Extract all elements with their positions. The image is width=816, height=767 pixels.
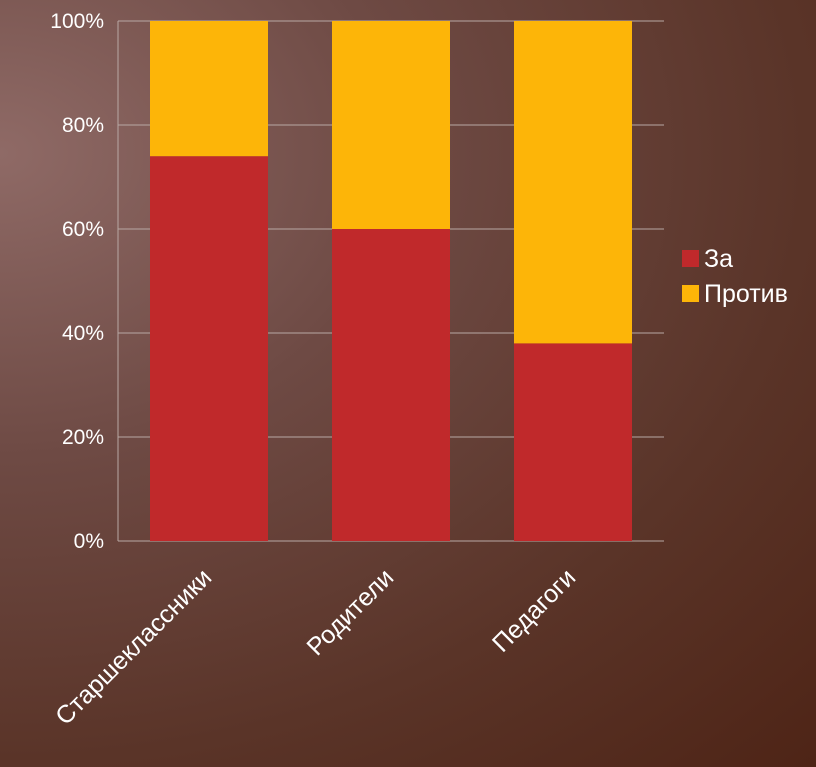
y-tick-label: 20% bbox=[62, 426, 104, 449]
bar-segment bbox=[332, 229, 450, 541]
legend-label: Против bbox=[704, 280, 788, 308]
y-tick-label: 80% bbox=[62, 114, 104, 137]
x-axis-categories: Старшеклассники Родители Педагоги bbox=[50, 563, 581, 730]
y-tick-label: 100% bbox=[50, 10, 104, 33]
bar-segment bbox=[514, 343, 632, 541]
x-category-label: Старшеклассники bbox=[50, 563, 217, 730]
legend: За Против bbox=[682, 245, 788, 308]
x-category-label: Родители bbox=[301, 563, 399, 661]
bar-segment bbox=[514, 21, 632, 344]
y-tick-label: 0% bbox=[74, 530, 104, 553]
legend-swatch bbox=[682, 250, 699, 267]
bars bbox=[150, 21, 632, 541]
legend-label: За bbox=[704, 245, 733, 273]
y-tick-label: 40% bbox=[62, 322, 104, 345]
legend-item: За bbox=[682, 245, 733, 273]
y-tick-label: 60% bbox=[62, 218, 104, 241]
legend-swatch bbox=[682, 285, 699, 302]
bar-segment bbox=[150, 21, 268, 157]
legend-item: Против bbox=[682, 280, 788, 308]
bar-segment bbox=[332, 21, 450, 229]
bar-segment bbox=[150, 156, 268, 541]
y-axis-ticks: 0% 20% 40% 60% 80% 100% bbox=[50, 10, 104, 553]
x-category-label: Педагоги bbox=[487, 563, 581, 657]
